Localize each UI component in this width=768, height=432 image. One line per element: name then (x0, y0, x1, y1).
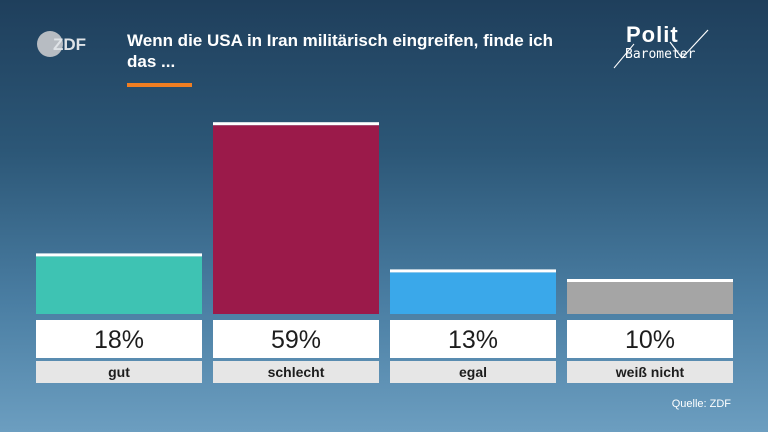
bar-top-edge-1 (213, 122, 379, 126)
bar-top-edge-0 (36, 253, 202, 257)
value-label-box-1 (213, 320, 379, 358)
bar-top-edge-3 (567, 279, 733, 282)
bar-0 (36, 256, 202, 314)
chart-title: Wenn die USA in Iran militärisch eingrei… (127, 31, 554, 71)
category-label-3: weiß nicht (615, 364, 685, 380)
politbarometer-logo-top: Polit (626, 22, 679, 47)
politbarometer-logo-bottom: Barometer (625, 47, 696, 62)
category-label-box-2 (390, 361, 556, 383)
category-label-box-3 (567, 361, 733, 383)
value-label-box-0 (36, 320, 202, 358)
bar-1 (213, 125, 379, 314)
category-label-1: schlecht (268, 364, 325, 380)
value-label-box-3 (567, 320, 733, 358)
bar-2 (390, 272, 556, 314)
source-note: Quelle: ZDF (671, 398, 731, 410)
value-label-0: 18% (94, 326, 144, 354)
zdf-logo-text: ZDF (53, 35, 86, 54)
value-label-3: 10% (625, 326, 675, 354)
category-label-2: egal (459, 364, 487, 380)
category-label-box-0 (36, 361, 202, 383)
value-label-box-2 (390, 320, 556, 358)
category-label-box-1 (213, 361, 379, 383)
bar-top-edge-2 (390, 269, 556, 273)
politbarometer-logo (613, 29, 709, 69)
value-label-1: 59% (271, 326, 321, 354)
zdf-logo: ZDF (37, 31, 86, 57)
category-label-0: gut (108, 364, 130, 380)
bar-3 (567, 282, 733, 314)
title-accent-line (127, 83, 192, 87)
value-label-2: 13% (448, 326, 498, 354)
